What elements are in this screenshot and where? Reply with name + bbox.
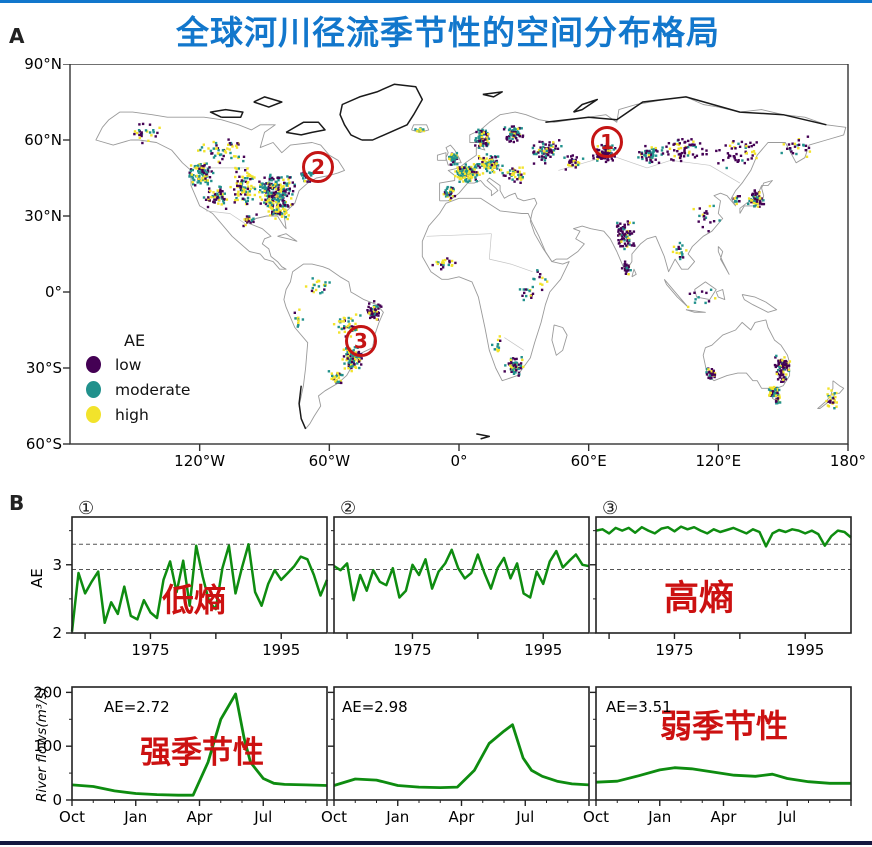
top-accent-bar — [0, 0, 872, 3]
map-y-tick: 90°N — [24, 55, 62, 73]
legend-label-high: high — [115, 405, 149, 424]
map-y-tick: 60°S — [25, 435, 62, 453]
ae-chart-2: 1975 1995 — [328, 516, 590, 659]
svg-text:Jan: Jan — [385, 808, 409, 826]
map-x-tick: 120°W — [174, 452, 226, 470]
map-y-tick: 0° — [44, 283, 62, 301]
svg-text:Jul: Jul — [253, 808, 272, 826]
svg-text:Oct: Oct — [59, 808, 85, 826]
figure-title: 全球河川径流季节性的空间分布格局 — [176, 13, 720, 52]
map-y-tick: 60°N — [24, 131, 62, 149]
svg-text:Oct: Oct — [321, 808, 347, 826]
svg-text:Jan: Jan — [123, 808, 147, 826]
legend-row-moderate: moderate — [86, 377, 190, 402]
subplot-marker-3: ③ — [602, 498, 619, 519]
legend-swatch-moderate — [86, 381, 101, 398]
legend-label-moderate: moderate — [115, 380, 191, 399]
note-weak-seasonality: 弱季节性 — [660, 707, 789, 745]
map-region-marker-3: 3 — [344, 325, 377, 358]
svg-text:Oct: Oct — [583, 808, 609, 826]
legend-row-high: high — [86, 402, 190, 427]
svg-text:Jul: Jul — [777, 808, 796, 826]
note-low-entropy: 低熵 — [162, 581, 227, 619]
svg-text:Jan: Jan — [647, 808, 671, 826]
svg-text:3: 3 — [52, 556, 62, 574]
svg-text:1995: 1995 — [524, 641, 562, 659]
ae-value-2: AE=2.98 — [342, 698, 408, 716]
svg-text:1975: 1975 — [393, 641, 431, 659]
map-legend: AE low moderate high — [86, 331, 190, 427]
ae-chart-1: 2 3 1975 1995 — [52, 516, 329, 659]
map-frame — [63, 64, 849, 451]
note-high-entropy: 高熵 — [664, 579, 735, 619]
panel-b-label: B — [9, 491, 25, 515]
ae-axis-label: AE — [28, 568, 46, 588]
flow-axis-label: River flows(m³/s) — [34, 686, 50, 802]
flow-chart-3: Oct Jan Apr Jul — [583, 686, 852, 826]
svg-text:Apr: Apr — [449, 808, 476, 826]
note-strong-seasonality: 强季节性 — [140, 735, 264, 771]
map-x-tick: 60°E — [570, 452, 607, 470]
ae-value-1: AE=2.72 — [104, 698, 170, 716]
map-y-tick: 30°S — [25, 359, 62, 377]
legend-title: AE — [124, 331, 146, 350]
svg-text:1975: 1975 — [131, 641, 169, 659]
map-x-tick: 120°E — [695, 452, 742, 470]
map-y-tick: 30°N — [24, 207, 62, 225]
ae-chart-3: 1975 1995 — [590, 516, 852, 659]
panel-b-charts: 2 3 1975 1995 1975 1995 1975 1995 0 100 200 Oct Jan A… — [33, 516, 852, 826]
svg-text:Apr: Apr — [711, 808, 738, 826]
legend-swatch-low — [86, 356, 101, 373]
svg-text:0: 0 — [52, 791, 62, 809]
flow-chart-1: 0 100 200 Oct Jan Apr Jul — [33, 683, 328, 826]
svg-text:1975: 1975 — [655, 641, 693, 659]
subplot-marker-2: ② — [340, 498, 357, 519]
panel-a-label: A — [9, 24, 25, 48]
svg-text:1995: 1995 — [262, 641, 300, 659]
map-x-tick: 60°W — [308, 452, 351, 470]
svg-text:2: 2 — [52, 624, 62, 642]
svg-text:Jul: Jul — [515, 808, 534, 826]
bottom-accent-bar — [0, 841, 872, 845]
map-dots — [133, 122, 838, 410]
map-region-marker-2: 2 — [302, 151, 335, 184]
flow-chart-2: Oct Jan Apr Jul — [321, 686, 590, 826]
legend-label-low: low — [115, 355, 142, 374]
legend-swatch-high — [86, 406, 101, 423]
legend-row-low: low — [86, 352, 190, 377]
svg-text:Apr: Apr — [187, 808, 214, 826]
map-coastlines — [95, 83, 847, 440]
map-x-tick: 0° — [450, 452, 468, 470]
svg-text:100: 100 — [33, 737, 62, 755]
svg-text:1995: 1995 — [786, 641, 824, 659]
svg-text:200: 200 — [33, 683, 62, 701]
subplot-marker-1: ① — [78, 498, 95, 519]
map-region-marker-1: 1 — [591, 126, 624, 159]
map-x-tick: 180° — [829, 452, 867, 470]
ae-value-3: AE=3.51 — [606, 698, 672, 716]
